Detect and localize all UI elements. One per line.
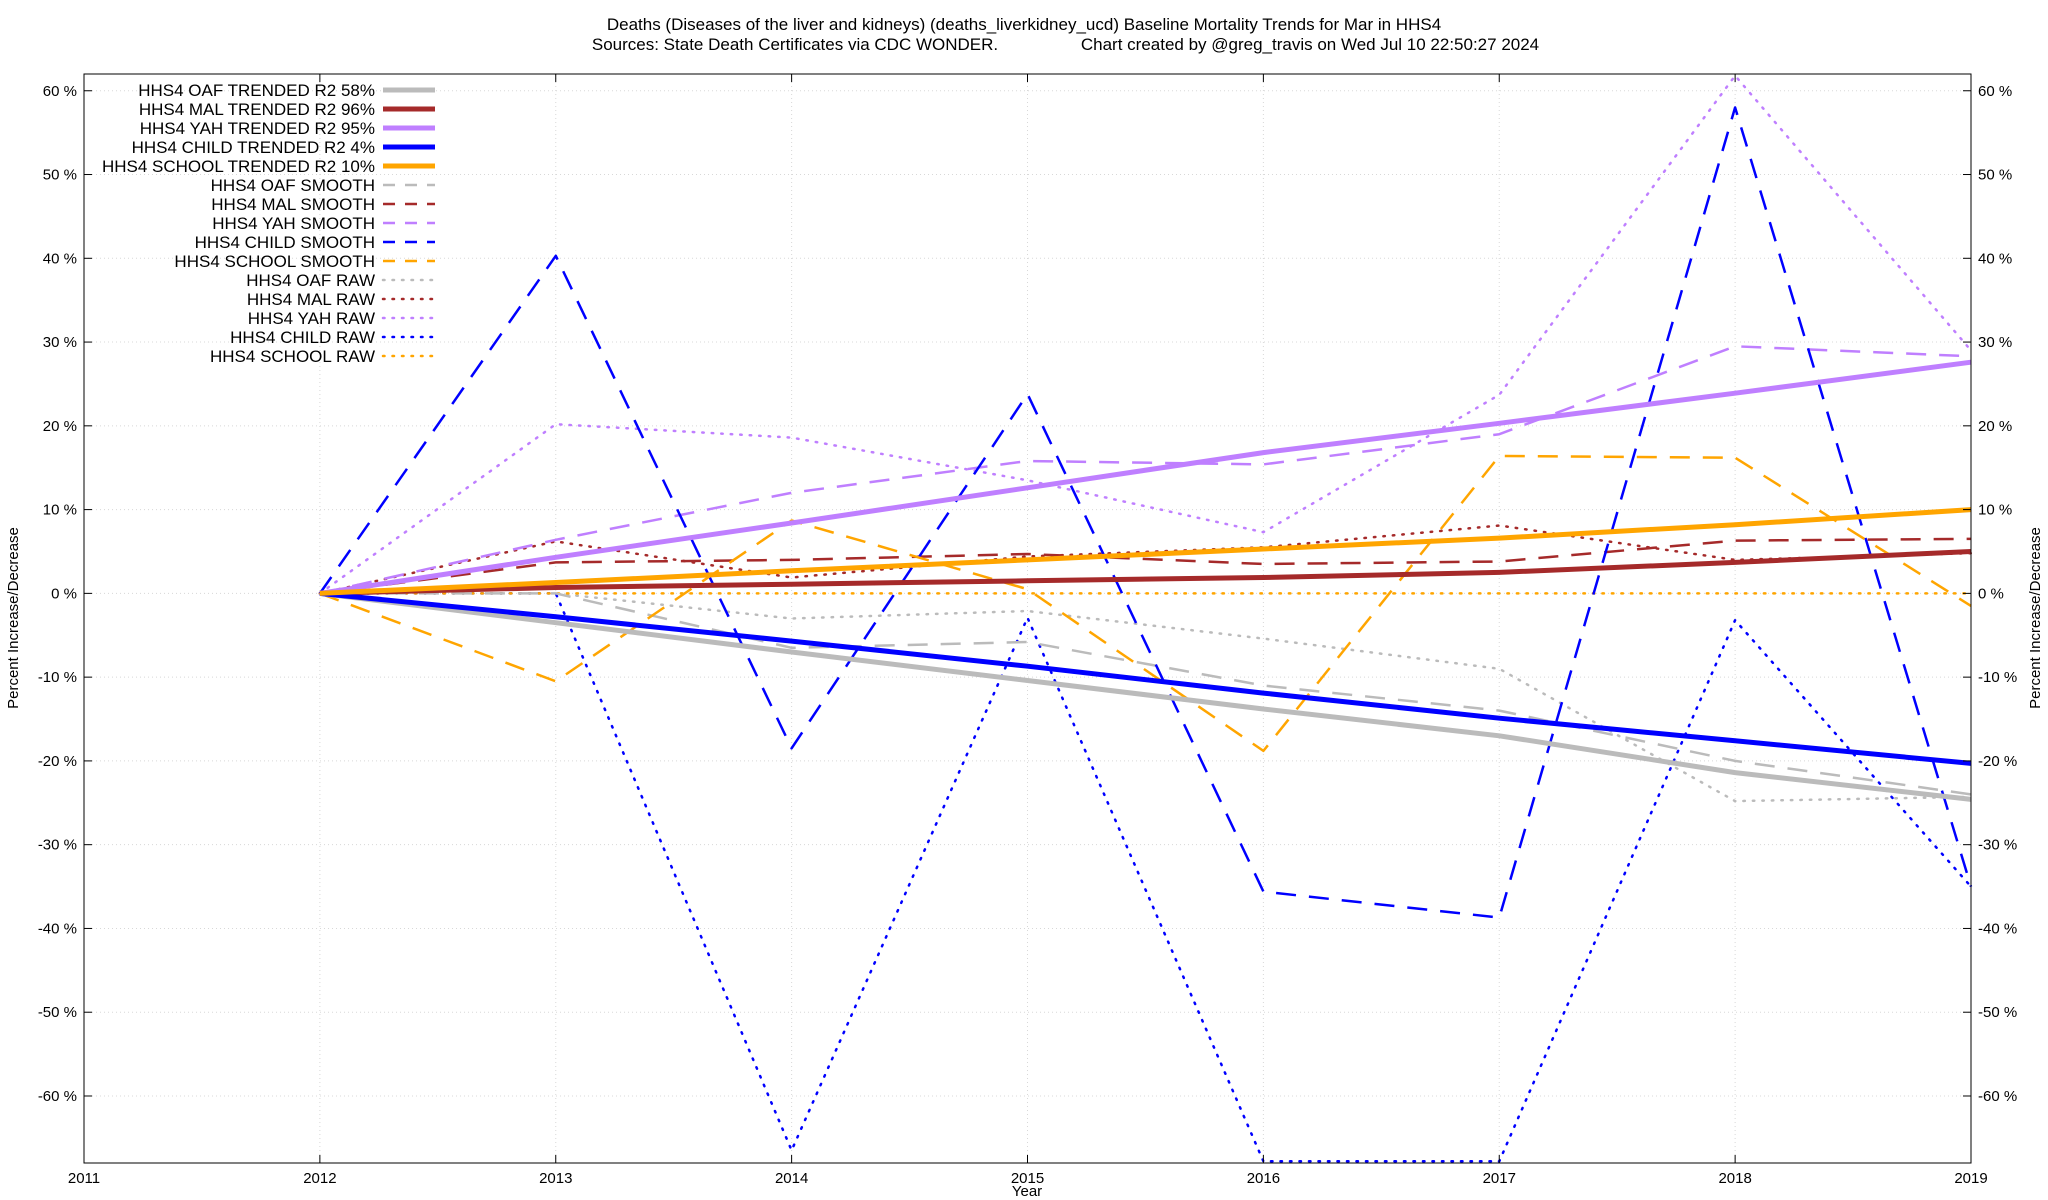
y-tick-label-left: 0 % bbox=[51, 585, 77, 602]
chart-title-credit: Chart created by @greg_travis on Wed Jul… bbox=[1081, 35, 1539, 54]
x-tick-label: 2019 bbox=[1954, 1170, 1987, 1187]
y-tick-label-left: -40 % bbox=[38, 920, 77, 937]
series-line-school-trended bbox=[319, 507, 1972, 596]
series-line-yah-raw bbox=[318, 74, 1973, 595]
x-tick-label: 2015 bbox=[1011, 1170, 1044, 1187]
y-tick-label-right: 40 % bbox=[1978, 250, 2012, 267]
y-tick-label-right: -40 % bbox=[1978, 920, 2017, 937]
y-tick-label-right: -20 % bbox=[1978, 753, 2017, 770]
legend: HHS4 OAF TRENDED R2 58%HHS4 MAL TRENDED … bbox=[102, 81, 437, 366]
x-axis-label: Year bbox=[1012, 1183, 1042, 1200]
y-tick-label-left: 50 % bbox=[43, 167, 77, 184]
y-tick-label-left: -30 % bbox=[38, 837, 77, 854]
legend-label-oaf-smooth: HHS4 OAF SMOOTH bbox=[211, 176, 375, 195]
series-line-mal-smooth bbox=[319, 537, 1972, 595]
y-axis-label-left: Percent Increase/Decrease bbox=[5, 527, 22, 709]
x-tick-label: 2014 bbox=[775, 1170, 808, 1187]
legend-label-mal-raw: HHS4 MAL RAW bbox=[247, 290, 375, 309]
y-tick-label-right: 10 % bbox=[1978, 502, 2012, 519]
series-line-school-smooth bbox=[319, 454, 1972, 753]
legend-label-child-trended: HHS4 CHILD TRENDED R2 4% bbox=[132, 138, 375, 157]
legend-label-oaf-raw: HHS4 OAF RAW bbox=[246, 271, 375, 290]
y-tick-label-left: -10 % bbox=[38, 669, 77, 686]
legend-label-school-trended: HHS4 SCHOOL TRENDED R2 10% bbox=[102, 157, 375, 176]
y-tick-label-left: -20 % bbox=[38, 753, 77, 770]
x-tick-label: 2011 bbox=[68, 1170, 100, 1187]
series-line-oaf-trended bbox=[319, 590, 1972, 802]
x-tick-label: 2017 bbox=[1483, 1170, 1516, 1187]
chart-title-line1: Deaths (Diseases of the liver and kidney… bbox=[607, 15, 1441, 34]
legend-label-child-raw: HHS4 CHILD RAW bbox=[230, 328, 375, 347]
legend-label-child-smooth: HHS4 CHILD SMOOTH bbox=[195, 233, 375, 252]
axis-ticks: 60 % 60 % 50 % 50 % 40 % 40 % 30 % 30 % 20 % 20 %… bbox=[38, 74, 2017, 1187]
legend-label-mal-trended: HHS4 MAL TRENDED R2 96% bbox=[139, 100, 375, 119]
series-line-oaf-raw bbox=[318, 592, 1973, 803]
series-line-mal-raw bbox=[318, 524, 1973, 595]
series-line-child-smooth bbox=[318, 106, 1973, 919]
legend-label-oaf-trended: HHS4 OAF TRENDED R2 58% bbox=[138, 81, 375, 100]
legend-label-yah-raw: HHS4 YAH RAW bbox=[248, 309, 375, 328]
y-tick-label-left: 60 % bbox=[43, 83, 77, 100]
series-line-yah-smooth bbox=[319, 345, 1972, 595]
y-tick-label-right: 60 % bbox=[1978, 83, 2012, 100]
y-tick-label-right: -10 % bbox=[1978, 669, 2017, 686]
y-tick-label-left: -50 % bbox=[38, 1004, 77, 1021]
y-tick-label-left: 10 % bbox=[43, 502, 77, 519]
y-tick-label-right: -50 % bbox=[1978, 1004, 2017, 1021]
y-tick-label-left: 30 % bbox=[43, 334, 77, 351]
legend-label-school-smooth: HHS4 SCHOOL SMOOTH bbox=[174, 252, 375, 271]
chart-title-sources: Sources: State Death Certificates via CD… bbox=[592, 35, 998, 54]
y-tick-label-right: 20 % bbox=[1978, 418, 2012, 435]
series-line-yah-trended bbox=[319, 359, 1972, 596]
series-line-child-trended bbox=[319, 590, 1972, 766]
legend-label-school-raw: HHS4 SCHOOL RAW bbox=[210, 347, 375, 366]
x-tick-label: 2012 bbox=[303, 1170, 336, 1187]
y-tick-label-right: -30 % bbox=[1978, 837, 2017, 854]
y-tick-label-right: 30 % bbox=[1978, 334, 2012, 351]
x-tick-label: 2013 bbox=[539, 1170, 572, 1187]
legend-label-mal-smooth: HHS4 MAL SMOOTH bbox=[211, 195, 375, 214]
y-tick-label-right: -60 % bbox=[1978, 1088, 2017, 1105]
series-line-mal-trended bbox=[319, 549, 1972, 596]
plot-series bbox=[318, 74, 1973, 1163]
y-axis-label-right: Percent Increase/Decrease bbox=[2027, 527, 2044, 709]
y-tick-label-left: 40 % bbox=[43, 250, 77, 267]
series-line-child-raw bbox=[318, 592, 1973, 1163]
y-tick-label-left: 20 % bbox=[43, 418, 77, 435]
legend-label-yah-trended: HHS4 YAH TRENDED R2 95% bbox=[140, 119, 375, 138]
x-tick-label: 2016 bbox=[1247, 1170, 1280, 1187]
y-tick-label-right: 50 % bbox=[1978, 167, 2012, 184]
legend-label-yah-smooth: HHS4 YAH SMOOTH bbox=[212, 214, 375, 233]
x-tick-label: 2018 bbox=[1718, 1170, 1751, 1187]
y-tick-label-left: -60 % bbox=[38, 1088, 77, 1105]
series-line-oaf-smooth bbox=[319, 592, 1972, 796]
y-tick-label-right: 0 % bbox=[1978, 585, 2004, 602]
